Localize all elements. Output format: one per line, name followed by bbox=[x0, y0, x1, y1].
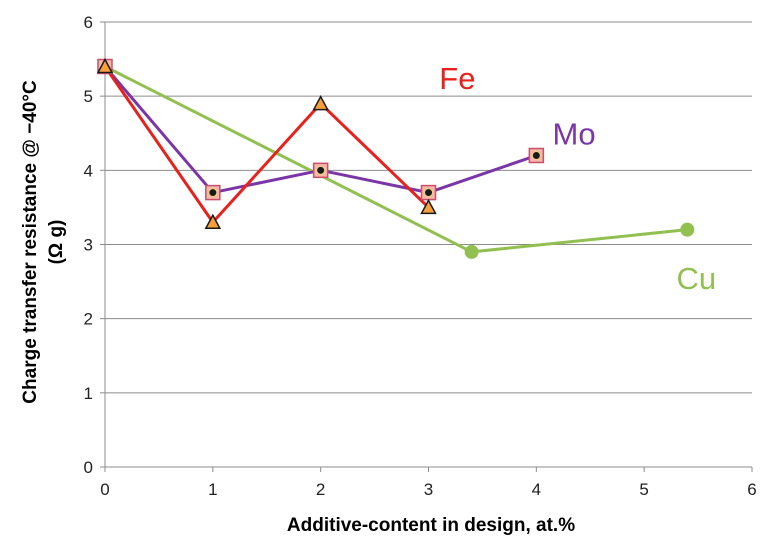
x-tick-label-2: 2 bbox=[316, 480, 325, 499]
y-tick-label-3: 3 bbox=[84, 236, 93, 255]
x-tick-label-6: 6 bbox=[747, 480, 756, 499]
marker-fe-1 bbox=[204, 213, 222, 229]
series-line-cu bbox=[104, 65, 688, 254]
x-axis-title: Additive-content in design, at.% bbox=[287, 515, 575, 536]
y-axis-unit: (Ω g) bbox=[46, 220, 67, 265]
gridlines bbox=[105, 21, 752, 394]
marker-cu-2 bbox=[680, 222, 695, 237]
series-labels: Fe Mo Cu bbox=[439, 61, 716, 296]
axes bbox=[100, 21, 753, 472]
series-label-mo: Mo bbox=[553, 116, 596, 151]
marker-mo-1 bbox=[205, 184, 221, 201]
y-tick-label-1: 1 bbox=[84, 384, 93, 403]
x-tick-label-3: 3 bbox=[424, 480, 433, 499]
y-tick-label-4: 4 bbox=[84, 161, 93, 180]
marker-mo-4-dot bbox=[531, 151, 541, 160]
y-axis-title: Charge transfer resistance @ −40°C bbox=[20, 80, 41, 404]
series-label-cu: Cu bbox=[677, 261, 717, 296]
series-lines bbox=[103, 65, 688, 254]
x-tick-label-4: 4 bbox=[532, 480, 541, 499]
marker-cu-1 bbox=[464, 244, 479, 259]
marker-mo-1-dot bbox=[208, 188, 218, 198]
y-tick-label-5: 5 bbox=[84, 87, 93, 106]
x-tick-label-5: 5 bbox=[639, 480, 648, 499]
y-tick-label-2: 2 bbox=[84, 310, 93, 329]
y-tick-label-0: 0 bbox=[84, 458, 93, 477]
marker-fe-3 bbox=[420, 198, 437, 215]
marker-fe-0 bbox=[96, 57, 114, 74]
marker-mo-3-dot bbox=[424, 188, 433, 198]
x-tick-label-0: 0 bbox=[100, 480, 109, 499]
series-markers bbox=[96, 57, 695, 259]
tick-labels: 0 1 2 3 4 5 6 0 1 2 3 4 5 6 bbox=[84, 13, 757, 499]
marker-mo-3 bbox=[420, 184, 437, 201]
marker-fe-2 bbox=[312, 95, 329, 111]
marker-mo-2-dot bbox=[316, 165, 326, 175]
series-label-fe: Fe bbox=[439, 61, 475, 96]
series-line-fe bbox=[103, 65, 430, 224]
marker-mo-4 bbox=[528, 147, 545, 164]
x-tick-label-1: 1 bbox=[208, 480, 217, 499]
marker-mo-2 bbox=[312, 162, 329, 179]
y-tick-label-6: 6 bbox=[84, 13, 93, 32]
